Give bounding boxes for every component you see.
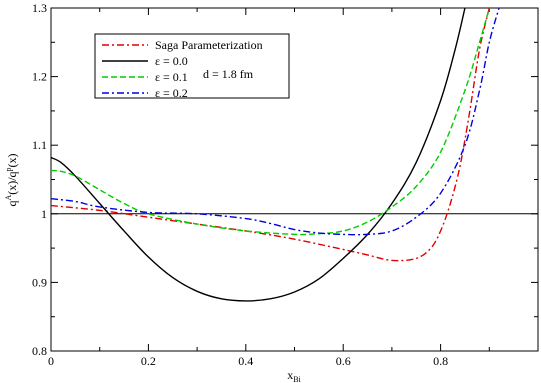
x-axis-title-sub: Bi <box>293 375 301 383</box>
y-tick-label: 1.3 <box>32 1 47 15</box>
x-tick-label: 0.4 <box>238 354 253 368</box>
legend-label-eps-0-2: ε = 0.2 <box>155 86 188 100</box>
series-line-eps-0-0 <box>51 8 466 302</box>
legend: Saga Parameterization ε = 0.0 ε = 0.1 ε = 0… <box>94 33 290 100</box>
series-line-eps-0-2 <box>51 8 500 236</box>
series-lines <box>51 8 500 302</box>
y-axis-title: qA(x)/qp(x) <box>4 153 19 206</box>
x-tick-label: 0.8 <box>433 354 448 368</box>
x-tick-label: 0 <box>48 354 54 368</box>
y-axis-title-sup1: A <box>4 195 13 201</box>
y-tick-label: 0.8 <box>32 344 47 358</box>
y-tick-label: 1.1 <box>32 138 47 152</box>
y-tick-label: 1 <box>41 207 47 221</box>
legend-label-eps-0-0: ε = 0.0 <box>155 54 188 68</box>
annotation-d: d = 1.8 fm <box>203 67 254 81</box>
y-axis-title-part1: q <box>5 201 19 207</box>
legend-label-saga: Saga Parameterization <box>155 38 263 52</box>
x-tick-label: 0.6 <box>336 354 351 368</box>
x-axis-title: xBi <box>287 368 301 383</box>
legend-label-eps-0-1: ε = 0.1 <box>155 70 188 84</box>
y-axis-title-sup2: p <box>4 167 13 171</box>
x-axis-title-main: x <box>287 368 293 382</box>
series-line-eps-0-1 <box>51 8 490 236</box>
y-tick-label: 1.2 <box>32 70 47 84</box>
y-axis-title-part3: (x) <box>5 153 19 167</box>
x-tick-label: 0.2 <box>141 354 156 368</box>
y-tick-label: 0.9 <box>32 275 47 289</box>
y-axis-title-part2: (x)/q <box>5 171 19 194</box>
axis-ticks: 0 0.2 0.4 0.6 0.8 0.8 0.9 1 1.1 1.2 1.3 <box>32 1 538 368</box>
